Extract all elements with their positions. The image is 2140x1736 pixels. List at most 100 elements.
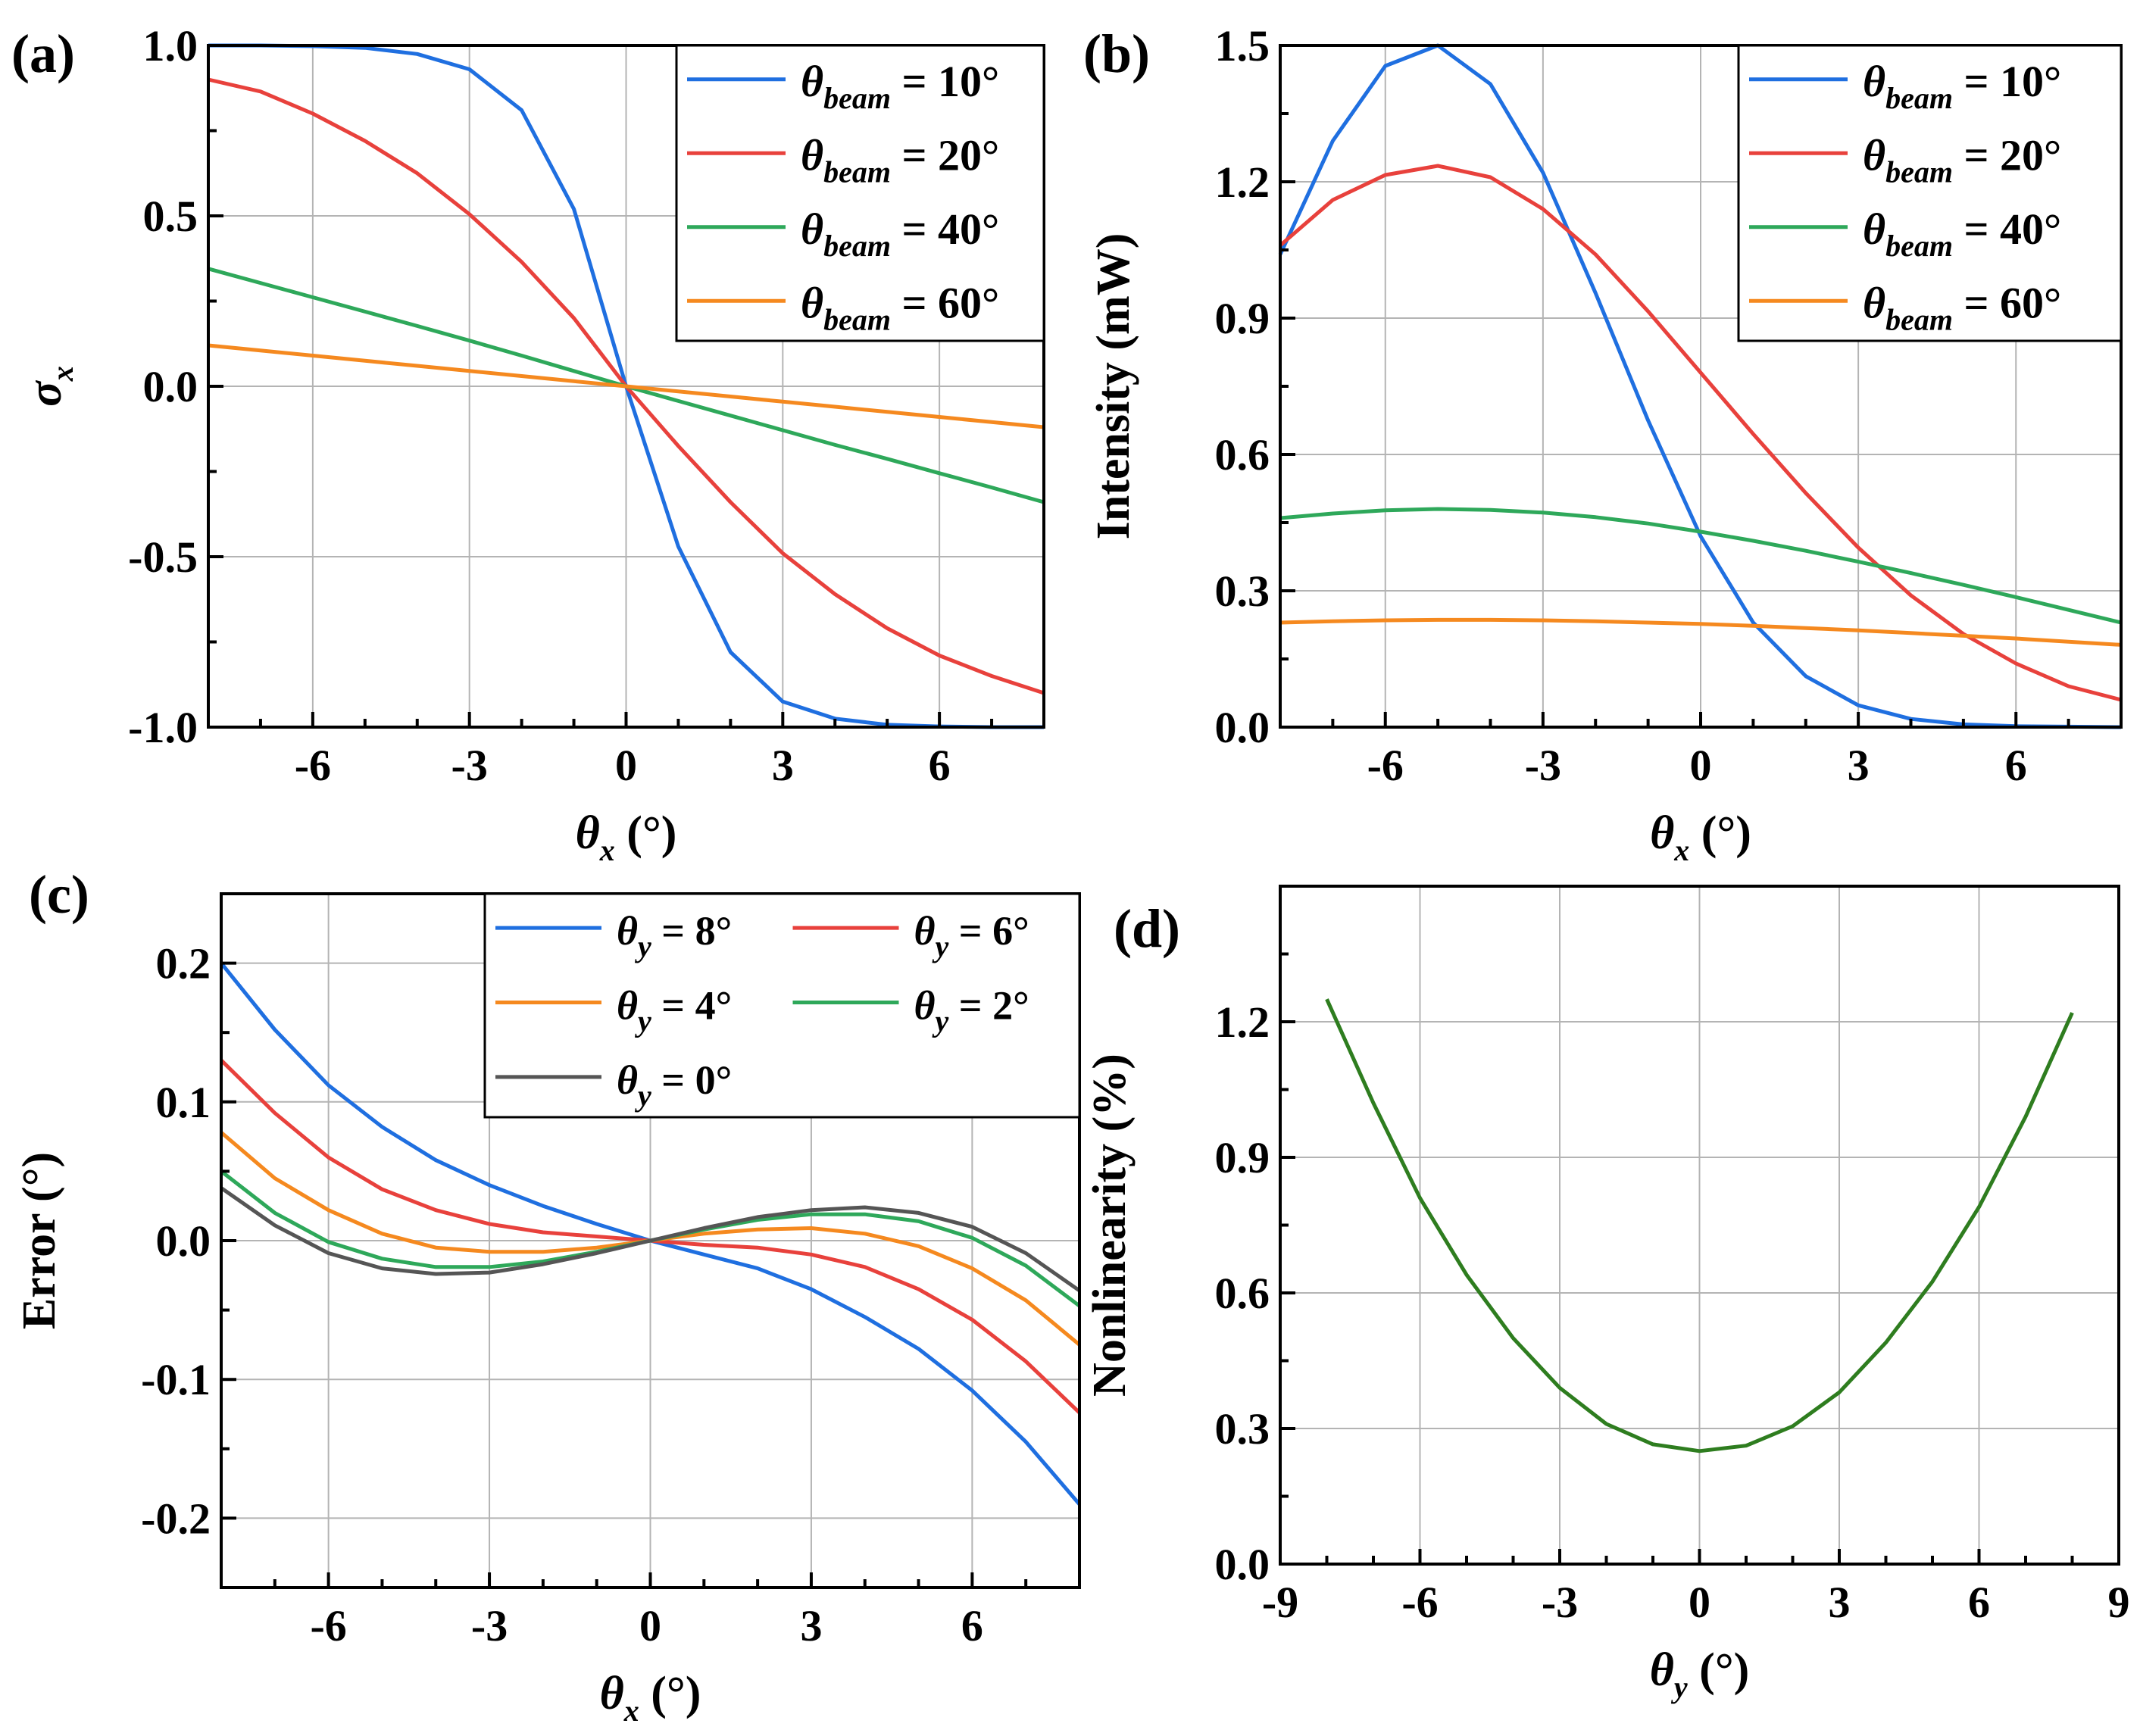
panel-label: (a) — [11, 23, 75, 84]
y-tick-label: 0.5 — [143, 192, 198, 241]
text-part: beam — [823, 81, 891, 115]
x-tick-label: 3 — [772, 741, 794, 790]
legend-entry: θbeam = 60° — [801, 278, 999, 336]
text-part: = 4° — [651, 983, 732, 1029]
x-tick-label: 0 — [1690, 741, 1712, 790]
text-part: = 40° — [1953, 205, 2061, 254]
legend-entry: θbeam = 10° — [801, 57, 999, 115]
panel-label: (d) — [1114, 898, 1180, 959]
legend-entry: θy = 8° — [617, 908, 732, 963]
series-group — [1278, 43, 2122, 729]
y-tick-label: 1.0 — [143, 21, 198, 70]
y-tick-label: 0.0 — [1215, 1540, 1270, 1589]
y-tick-label: 0.9 — [1215, 294, 1270, 343]
text-part: = 2° — [948, 983, 1029, 1029]
series-group — [220, 962, 1081, 1506]
series-group — [208, 43, 1045, 729]
x-axis-label: θx (°) — [600, 1668, 701, 1728]
text-part: θ — [617, 1057, 638, 1103]
y-tick-label: 1.2 — [1215, 998, 1270, 1047]
series-line-60 — [208, 343, 1045, 429]
text-part: (°) — [615, 807, 677, 859]
text-part: = 60° — [891, 278, 999, 327]
text-part: y — [635, 1079, 651, 1113]
text-part: θ — [1863, 130, 1885, 180]
y-tick-label: 0.2 — [156, 939, 211, 988]
text-part: x — [1673, 833, 1689, 867]
text-part: = 20° — [1953, 130, 2061, 180]
legend-entry: θbeam = 40° — [801, 205, 999, 263]
legend-box — [675, 44, 1045, 342]
x-tick-label: -3 — [471, 1601, 508, 1650]
series-line-60 — [1279, 617, 2122, 647]
text-part: = 60° — [1953, 278, 2061, 327]
y-tick-label: 1.5 — [1215, 21, 1270, 70]
text-part: θ — [914, 983, 936, 1029]
series-line-0 — [220, 1186, 1081, 1293]
text-part: θ — [576, 807, 600, 859]
legend: θbeam = 10°θbeam = 20°θbeam = 40°θbeam =… — [1737, 44, 2123, 342]
x-tick-label: 3 — [1829, 1578, 1851, 1627]
legend-entry: θbeam = 10° — [1863, 57, 2061, 115]
text-part: y — [933, 1004, 949, 1038]
text-part: beam — [1885, 229, 1953, 263]
y-tick-label: 0.1 — [156, 1078, 211, 1127]
text-part: θ — [617, 983, 638, 1029]
x-tick-label: -3 — [451, 741, 488, 790]
text-part: (°) — [1688, 1644, 1750, 1696]
text-part: = 10° — [1953, 57, 2061, 106]
series-line-20 — [1279, 164, 2122, 702]
x-tick-label: -6 — [1367, 741, 1404, 790]
text-part: σ — [20, 380, 71, 407]
text-part: θ — [600, 1668, 624, 1719]
text-part: x — [599, 833, 615, 867]
x-tick-label: 6 — [929, 741, 951, 790]
x-tick-label: 0 — [1689, 1578, 1710, 1627]
x-tick-label: -3 — [1525, 741, 1561, 790]
x-tick-label: 6 — [1968, 1578, 1990, 1627]
y-tick-label: 0.0 — [156, 1216, 211, 1266]
text-part: y — [933, 929, 949, 963]
y-tick-label: 0.3 — [1215, 567, 1270, 616]
y-tick-label: -0.2 — [141, 1494, 211, 1543]
text-part: y — [635, 929, 651, 963]
text-part: (°) — [639, 1668, 701, 1719]
y-tick-label: 0.0 — [1215, 703, 1270, 752]
text-part: x — [45, 366, 80, 382]
legend-box — [483, 892, 1081, 1119]
legend-entry: θbeam = 40° — [1863, 205, 2061, 263]
legend-entry: θbeam = 60° — [1863, 278, 2061, 336]
x-tick-label: -6 — [295, 741, 331, 790]
x-tick-label: 6 — [2005, 741, 2027, 790]
text-part: (°) — [1689, 807, 1751, 859]
legend: θy = 8° θy = 6°θy = 4° θy = 2°θy = 0° — [483, 892, 1081, 1119]
legend-box — [1737, 44, 2123, 342]
text-part: beam — [1885, 155, 1953, 189]
grid — [1279, 886, 2120, 1565]
legend-entry: θbeam = 20° — [801, 130, 999, 189]
text-part: θ — [801, 205, 823, 254]
x-tick-label: 0 — [615, 741, 637, 790]
legend-entry: θy = 4° — [617, 983, 732, 1038]
text-part: beam — [1885, 81, 1953, 115]
y-axis-label: Nonlinearity (%) — [1084, 1054, 1136, 1397]
text-part: beam — [1885, 302, 1953, 336]
y-tick-label: 0.3 — [1215, 1404, 1270, 1453]
text-part: = 0° — [651, 1057, 732, 1103]
ticks — [1279, 885, 2120, 1566]
y-axis-label: Intensity (mW) — [1088, 233, 1139, 540]
x-tick-label: -6 — [1401, 1578, 1438, 1627]
x-axis-label: θx (°) — [576, 807, 677, 867]
text-part: y — [1671, 1670, 1688, 1704]
text-part: x — [623, 1694, 639, 1728]
series-line-40 — [1279, 507, 2122, 625]
x-tick-label: 9 — [2108, 1578, 2130, 1627]
legend: θbeam = 10°θbeam = 20°θbeam = 40°θbeam =… — [675, 44, 1045, 342]
panel-c: (c)-6 -3 0 3 6-0.2-0.10.00.10.2θx (°)Error (… — [14, 864, 1081, 1728]
y-tick-label: 0.0 — [143, 362, 198, 411]
x-tick-label: -9 — [1262, 1578, 1298, 1627]
x-axis-label: θy (°) — [1650, 1644, 1750, 1704]
panel-a: (a)-6 -3 0 3 6-1.0-0.50.00.51.0θx (°)σxθbeam… — [11, 21, 1045, 867]
text-part: θ — [801, 57, 823, 106]
